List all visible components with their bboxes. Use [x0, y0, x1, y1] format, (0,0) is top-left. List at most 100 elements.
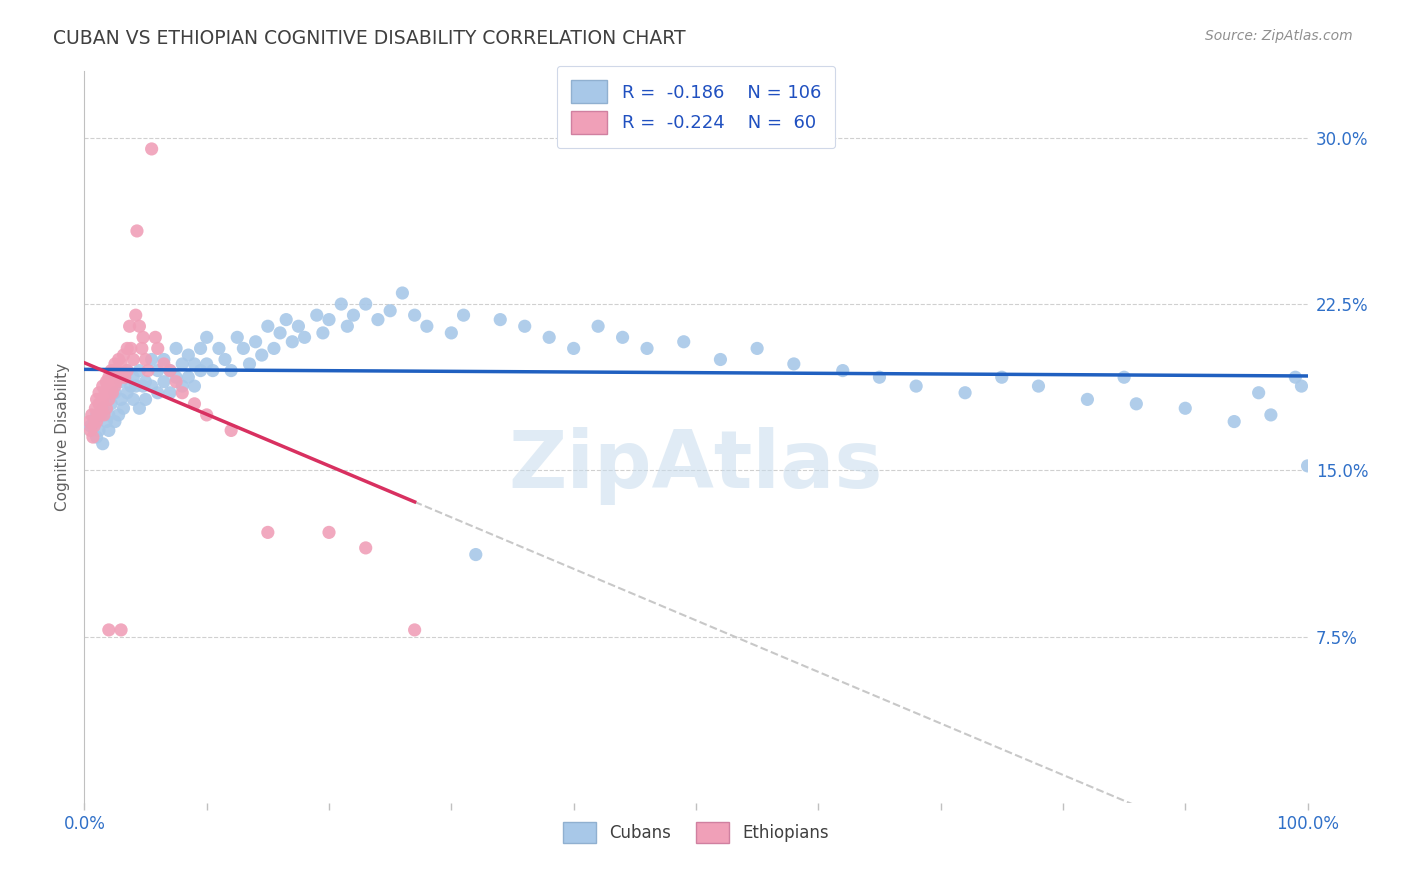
Point [110, 357, 132, 371]
Text: Source: ZipAtlas.com: Source: ZipAtlas.com [1205, 29, 1353, 43]
Point [86, 408, 108, 422]
Point [93, 408, 115, 422]
Point [367, 312, 389, 326]
Point [195, 357, 218, 371]
Point [97, 623, 120, 637]
Point [128, 401, 150, 416]
Point [101, 385, 124, 400]
Point [183, 379, 205, 393]
Point [128, 319, 150, 334]
Point [125, 224, 148, 238]
Point [104, 385, 127, 400]
Point [79, 424, 101, 438]
Point [86, 392, 108, 407]
Point [77, 415, 100, 429]
Point [183, 357, 205, 371]
Point [115, 385, 138, 400]
Point [165, 370, 187, 384]
Point [1028, 379, 1050, 393]
Point [131, 342, 153, 356]
Point [141, 142, 163, 156]
Point [294, 330, 316, 344]
Point [245, 334, 267, 349]
Point [153, 375, 176, 389]
Point [122, 352, 145, 367]
Point [104, 415, 127, 429]
Point [146, 385, 169, 400]
Point [105, 363, 128, 377]
Point [87, 397, 110, 411]
Point [87, 408, 110, 422]
Point [183, 397, 205, 411]
Point [404, 623, 426, 637]
Point [953, 385, 976, 400]
Point [136, 363, 159, 377]
Point [219, 424, 242, 438]
Point [208, 342, 231, 356]
Point [1076, 392, 1098, 407]
Point [869, 370, 891, 384]
Point [177, 370, 200, 384]
Point [159, 385, 181, 400]
Point [172, 385, 194, 400]
Point [110, 375, 132, 389]
Point [238, 357, 260, 371]
Point [1291, 379, 1313, 393]
Point [128, 363, 150, 377]
Point [135, 375, 157, 389]
Point [709, 352, 731, 367]
Point [132, 379, 155, 393]
Point [98, 385, 121, 400]
Point [125, 379, 148, 393]
Point [96, 415, 118, 429]
Point [226, 330, 249, 344]
Point [94, 385, 117, 400]
Point [86, 430, 108, 444]
Point [97, 424, 120, 438]
Point [107, 352, 129, 367]
Point [1223, 415, 1246, 429]
Point [100, 363, 122, 377]
Point [83, 419, 105, 434]
Point [83, 415, 105, 429]
Legend: Cubans, Ethiopians: Cubans, Ethiopians [555, 815, 837, 849]
Point [305, 308, 328, 322]
Point [122, 392, 145, 407]
Point [115, 363, 138, 377]
Point [153, 352, 176, 367]
Point [1296, 458, 1319, 473]
Point [172, 357, 194, 371]
Point [636, 342, 658, 356]
Point [464, 548, 486, 562]
Point [312, 326, 335, 340]
Point [112, 348, 135, 362]
Point [146, 342, 169, 356]
Point [330, 297, 353, 311]
Point [79, 419, 101, 434]
Point [135, 352, 157, 367]
Point [195, 330, 218, 344]
Point [91, 379, 114, 393]
Point [97, 379, 120, 393]
Point [747, 342, 769, 356]
Point [118, 319, 141, 334]
Point [263, 342, 285, 356]
Point [97, 408, 120, 422]
Point [190, 363, 212, 377]
Text: CUBAN VS ETHIOPIAN COGNITIVE DISABILITY CORRELATION CHART: CUBAN VS ETHIOPIAN COGNITIVE DISABILITY … [53, 29, 686, 47]
Point [143, 330, 166, 344]
Point [190, 342, 212, 356]
Point [103, 363, 125, 377]
Point [177, 348, 200, 362]
Point [80, 408, 103, 422]
Point [287, 319, 309, 334]
Point [1247, 385, 1270, 400]
Point [1284, 370, 1306, 384]
Point [122, 370, 145, 384]
Point [165, 375, 187, 389]
Point [115, 363, 138, 377]
Point [991, 370, 1014, 384]
Point [112, 401, 135, 416]
Point [120, 342, 142, 356]
Point [86, 415, 108, 429]
